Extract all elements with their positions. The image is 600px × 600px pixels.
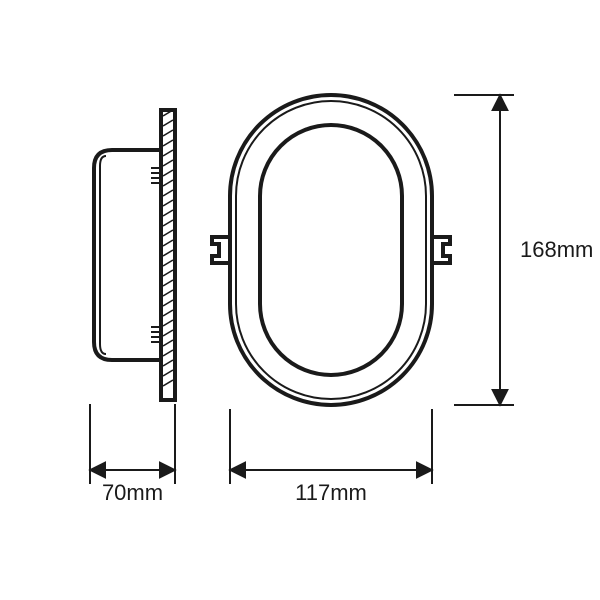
dim-depth-label: 70mm bbox=[102, 480, 163, 505]
front-view bbox=[212, 95, 450, 405]
dimension-diagram: 70mm 117mm 168mm bbox=[0, 0, 600, 600]
dimensions: 70mm 117mm 168mm bbox=[90, 95, 593, 505]
side-view bbox=[94, 110, 175, 400]
dim-width-label: 117mm bbox=[295, 480, 367, 505]
dim-height-label: 168mm bbox=[520, 237, 593, 262]
